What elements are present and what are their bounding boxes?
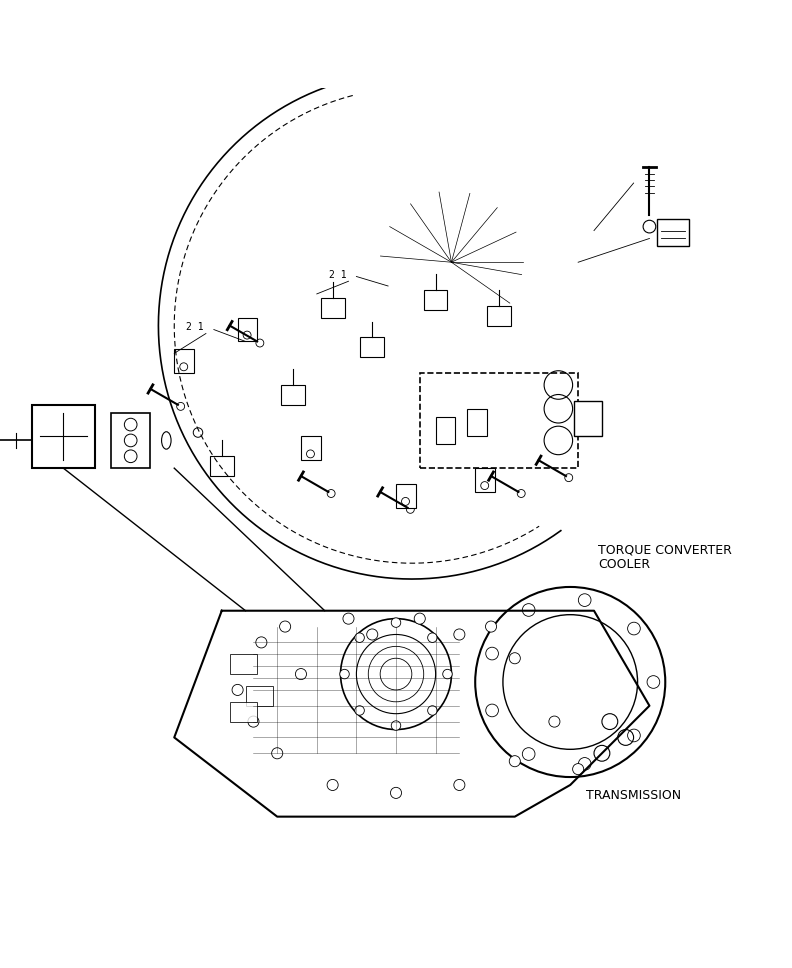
Circle shape — [443, 669, 452, 679]
Bar — [174, 349, 194, 373]
Circle shape — [391, 721, 401, 730]
Bar — [396, 484, 416, 508]
Circle shape — [248, 716, 259, 727]
Circle shape — [454, 779, 465, 791]
Circle shape — [232, 684, 243, 695]
Circle shape — [367, 629, 378, 640]
Circle shape — [522, 747, 535, 760]
Text: TORQUE CONVERTER
COOLER: TORQUE CONVERTER COOLER — [598, 543, 732, 571]
Bar — [467, 408, 487, 437]
Circle shape — [355, 706, 364, 715]
Circle shape — [647, 676, 660, 688]
Circle shape — [578, 593, 591, 606]
Bar — [321, 298, 345, 318]
Bar — [424, 290, 447, 310]
Circle shape — [295, 669, 307, 680]
Bar — [301, 437, 321, 460]
Bar — [420, 373, 578, 469]
Circle shape — [573, 764, 584, 774]
Circle shape — [428, 706, 437, 715]
Circle shape — [627, 622, 640, 635]
Bar — [487, 306, 511, 325]
Bar — [230, 654, 257, 674]
Bar — [230, 702, 257, 721]
Circle shape — [522, 604, 535, 617]
Bar — [210, 456, 234, 476]
Circle shape — [509, 756, 520, 767]
Circle shape — [355, 633, 364, 643]
Circle shape — [485, 704, 498, 716]
Bar — [574, 401, 602, 437]
Circle shape — [428, 633, 437, 643]
Circle shape — [509, 652, 520, 664]
Bar — [436, 416, 455, 444]
Bar — [32, 405, 95, 469]
Bar — [360, 338, 384, 357]
Circle shape — [340, 669, 349, 679]
Circle shape — [256, 637, 267, 648]
Bar — [246, 686, 273, 706]
Text: 2 1: 2 1 — [186, 321, 204, 332]
Circle shape — [390, 787, 402, 799]
Bar — [657, 219, 689, 247]
Text: 2 1: 2 1 — [329, 270, 346, 280]
Bar — [475, 469, 495, 492]
Circle shape — [485, 621, 497, 632]
Circle shape — [549, 716, 560, 727]
Circle shape — [280, 621, 291, 632]
Circle shape — [391, 618, 401, 627]
Circle shape — [414, 613, 425, 624]
Circle shape — [485, 648, 498, 660]
Circle shape — [343, 613, 354, 624]
Bar — [281, 385, 305, 405]
Circle shape — [272, 747, 283, 759]
Circle shape — [578, 758, 591, 771]
Bar — [111, 412, 150, 469]
Circle shape — [627, 729, 640, 741]
Bar — [238, 318, 257, 342]
Circle shape — [454, 629, 465, 640]
Text: TRANSMISSION: TRANSMISSION — [586, 789, 681, 802]
Circle shape — [327, 779, 338, 791]
